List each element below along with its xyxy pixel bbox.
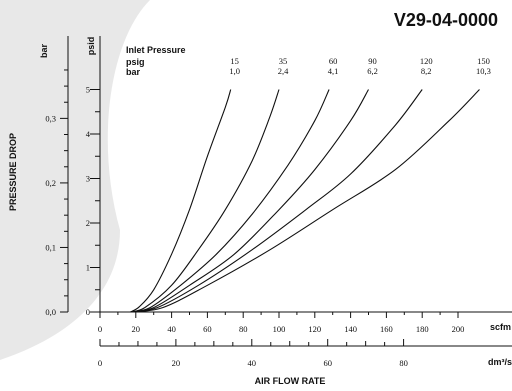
dm3s-tick-label: 80: [399, 358, 408, 368]
scfm-tick-label: 100: [273, 324, 286, 334]
y-unit-psid-label: psid: [86, 37, 96, 56]
series-line-120-psig: [130, 89, 423, 313]
series-psig-label: 120: [420, 56, 433, 66]
scfm-tick-label: 200: [452, 324, 465, 334]
scfm-tick-label: 180: [416, 324, 429, 334]
y-unit-bar-label: bar: [39, 44, 49, 59]
psid-tick-label: 2: [86, 218, 90, 228]
scfm-tick-label: 40: [167, 324, 176, 334]
psid-tick-label: 5: [86, 85, 90, 95]
series-psig-label: 35: [279, 56, 288, 66]
watermark-shape: [0, 0, 150, 360]
legend-bar-label: bar: [126, 67, 141, 77]
psid-tick-label: 4: [86, 129, 91, 139]
scfm-tick-label: 20: [132, 324, 141, 334]
dm3s-tick-label: 0: [98, 358, 102, 368]
scfm-tick-label: 160: [380, 324, 393, 334]
scfm-tick-label: 140: [344, 324, 357, 334]
bar-tick-label: 0,2: [45, 178, 56, 188]
dm3s-tick-label: 60: [323, 358, 332, 368]
psid-tick-label: 0: [86, 307, 90, 317]
series-psig-label: 150: [477, 56, 490, 66]
legend-title: Inlet Pressure: [126, 45, 186, 55]
dm3s-tick-label: 20: [172, 358, 181, 368]
series-bar-label: 10,3: [476, 66, 491, 76]
series-psig-label: 90: [368, 56, 377, 66]
scfm-tick-label: 120: [308, 324, 321, 334]
scfm-tick-label: 0: [98, 324, 102, 334]
series-line-150-psig: [130, 89, 480, 313]
x-unit-dm3s-label: dm³/s: [488, 357, 512, 367]
x-axis-title: AIR FLOW RATE: [255, 376, 326, 386]
psid-tick-label: 1: [86, 263, 90, 273]
series-line-60-psig: [130, 89, 330, 313]
series-bar-label: 2,4: [278, 66, 289, 76]
scfm-tick-label: 80: [239, 324, 248, 334]
series-layer: [130, 89, 480, 313]
bar-tick-label: 0,3: [45, 113, 56, 123]
series-bar-label: 4,1: [328, 66, 339, 76]
plot-frame: [67, 36, 512, 347]
series-line-15-psig: [130, 89, 232, 313]
series-bar-label: 6,2: [367, 66, 378, 76]
scfm-tick-label: 60: [203, 324, 212, 334]
series-line-90-psig: [130, 89, 369, 313]
series-bar-label: 8,2: [421, 66, 432, 76]
bar-tick-label: 0,0: [45, 307, 56, 317]
series-line-35-psig: [130, 89, 280, 313]
series-psig-label: 60: [329, 56, 338, 66]
y-axis-title: PRESSURE DROP: [8, 133, 18, 211]
psid-tick-label: 3: [86, 174, 90, 184]
ticks-layer: 0 20 40 60 80 100 120 140 160 180 200 0 20 40 60 80 0 1 2 3…: [45, 69, 465, 368]
series-psig-label: 15: [230, 56, 239, 66]
legend: Inlet Pressure psig bar: [126, 45, 186, 77]
legend-psig-label: psig: [126, 57, 145, 67]
series-bar-label: 1,0: [229, 66, 240, 76]
chart-title: V29-04-0000: [394, 10, 498, 30]
x-unit-scfm-label: scfm: [490, 322, 511, 332]
dm3s-tick-label: 40: [248, 358, 257, 368]
bar-tick-label: 0,1: [45, 242, 56, 252]
